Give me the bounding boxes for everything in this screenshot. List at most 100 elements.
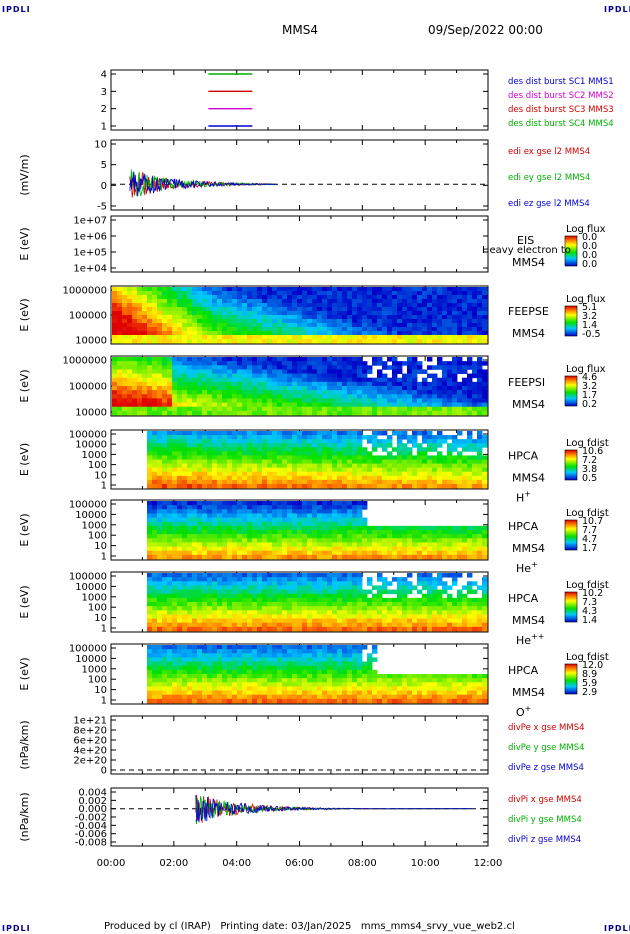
- spectro-cell: [132, 299, 138, 304]
- spectro-cell: [467, 554, 473, 560]
- spectro-cell: [397, 585, 403, 590]
- spectro-cell: [367, 618, 373, 624]
- spectro-cell: [282, 475, 288, 481]
- spectro-cell: [347, 369, 353, 374]
- spectro-cell: [442, 402, 448, 408]
- spectro-cell: [197, 406, 203, 412]
- spectro-cell: [457, 299, 463, 304]
- spectro-cell: [202, 335, 208, 340]
- spectro-cell: [342, 357, 348, 362]
- spectro-cell: [442, 459, 448, 464]
- spectro-cell: [267, 315, 273, 320]
- spectro-cell: [172, 585, 178, 590]
- spectro-cell: [192, 546, 198, 552]
- spectro-cell: [302, 331, 308, 336]
- spectro-cell: [272, 295, 278, 300]
- spectro-cell: [362, 610, 368, 615]
- spectro-cell: [152, 373, 158, 379]
- spectro-cell: [367, 622, 373, 628]
- spectro-cell: [272, 402, 278, 408]
- spectro-cell: [227, 339, 233, 344]
- spectro-cell: [152, 505, 158, 510]
- spectro-cell: [462, 365, 468, 370]
- panel-frame: [110, 69, 489, 131]
- spectro-cell: [317, 357, 323, 362]
- spectro-cell: [412, 597, 418, 603]
- spectro-cell: [212, 602, 218, 607]
- spectro-cell: [232, 573, 238, 578]
- spectro-cell: [187, 311, 193, 316]
- spectro-cell: [157, 509, 163, 514]
- spectro-cell: [337, 311, 343, 316]
- spectro-cell: [167, 319, 173, 324]
- spectro-cell: [392, 530, 398, 535]
- spectro-cell: [262, 550, 268, 556]
- spectro-cell: [207, 327, 213, 332]
- spectro-cell: [162, 550, 168, 556]
- spectro-cell: [317, 295, 323, 300]
- spectro-cell: [312, 622, 318, 628]
- spectro-cell: [422, 311, 428, 316]
- spectro-cell: [237, 581, 243, 586]
- spectro-cell: [232, 463, 238, 469]
- spectro-cell: [407, 471, 413, 477]
- spectro-cell: [332, 581, 338, 586]
- spectro-cell: [277, 361, 283, 366]
- spectro-cell: [197, 593, 203, 599]
- spectro-cell: [182, 581, 188, 586]
- spectro-cell: [342, 581, 348, 586]
- spectro-cell: [397, 618, 403, 624]
- spectro-cell: [147, 626, 153, 632]
- spectro-cell: [282, 554, 288, 560]
- spectro-cell: [172, 361, 178, 366]
- spectro-cell: [382, 606, 388, 611]
- spectro-cell: [132, 377, 138, 383]
- spectro-cell: [352, 365, 358, 370]
- spectro-cell: [287, 602, 293, 607]
- spectro-cell: [327, 435, 333, 440]
- spectro-cell: [292, 593, 298, 599]
- spectro-cell: [252, 369, 258, 374]
- spectro-cell: [152, 626, 158, 632]
- spectro-cell: [347, 546, 353, 552]
- spectro-cell: [247, 467, 253, 473]
- spectro-cell: [222, 303, 228, 308]
- spectro-cell: [272, 299, 278, 304]
- spectro-cell: [207, 377, 213, 383]
- spectro-cell: [187, 606, 193, 611]
- spectro-cell: [347, 483, 353, 489]
- spectro-cell: [387, 307, 393, 312]
- spectro-cell: [297, 483, 303, 489]
- spectro-cell: [177, 398, 183, 403]
- spectro-cell: [202, 467, 208, 473]
- spectro-cell: [117, 287, 123, 292]
- spectro-cell: [222, 339, 228, 344]
- spectro-cell: [267, 439, 273, 444]
- spectro-cell: [402, 291, 408, 296]
- spectro-cell: [472, 335, 478, 340]
- spectro-cell: [182, 622, 188, 628]
- spectro-cell: [372, 398, 378, 403]
- spectro-cell: [297, 521, 303, 527]
- spectro-cell: [462, 394, 468, 399]
- spectro-cell: [247, 373, 253, 379]
- spectro-cell: [192, 319, 198, 324]
- spectro-cell: [152, 602, 158, 607]
- spectro-cell: [307, 546, 313, 552]
- spectro-cell: [482, 394, 488, 399]
- spectro-cell: [402, 550, 408, 556]
- spectro-cell: [437, 581, 443, 586]
- spectro-cell: [482, 311, 488, 316]
- spectro-cell: [252, 471, 258, 477]
- spectro-cell: [402, 602, 408, 607]
- spectro-cell: [482, 546, 488, 552]
- spectro-cell: [242, 525, 248, 531]
- spectro-cell: [472, 373, 478, 379]
- spectro-cell: [332, 394, 338, 399]
- spectro-cell: [252, 402, 258, 408]
- spectro-cell: [152, 538, 158, 543]
- spectro-cell: [402, 431, 408, 436]
- spectro-cell: [262, 315, 268, 320]
- spectro-cell: [472, 295, 478, 300]
